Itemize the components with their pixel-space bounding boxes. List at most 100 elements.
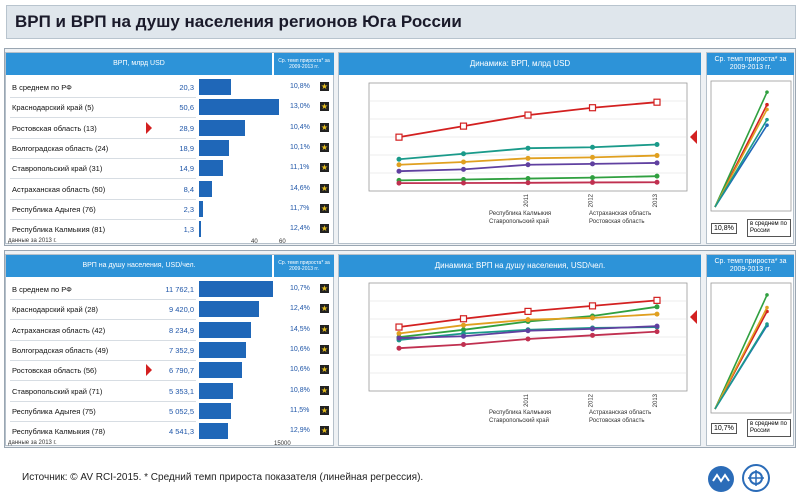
top-rate-rate-point [765,107,769,112]
bottom-dyn-point [461,322,466,328]
top-row-label: Республика Калмыкия (81) [12,225,106,235]
bottom-row-separator [10,400,196,402]
bottom-row-growth: 11,5% [290,406,310,414]
top-dyn-point [525,180,531,186]
bottom-star-icon: ★ [320,284,329,293]
bottom-row-value: 7 352,9 [168,345,194,355]
bottom-dyn-point [395,323,403,331]
top-footnote: данные за 2013 г. [8,238,57,244]
bottom-rate-rate-line [714,323,768,410]
top-dyn-point [654,173,660,179]
bottom-dyn-point [654,304,660,310]
top-row-separator [10,117,196,119]
bottom-star-icon: ★ [320,304,329,314]
bottom-rate-caption: в среднем по России [747,419,791,437]
bottom-row-label: Ставропольский край (71) [12,386,103,396]
bottom-dyn-point [396,335,402,341]
bottom-row-growth: 10,8% [290,386,310,394]
bottom-table-panel: ВРП на душу населения, USD/чел. Ср. темп… [5,254,334,447]
bottom-row-separator [10,420,196,422]
ava-logo-icon [708,466,734,492]
top-bar [199,99,280,116]
top-row-separator [10,97,196,98]
top-dyn-point [459,122,468,130]
top-row-separator [10,218,196,220]
top-dyn-point [590,144,595,150]
bottom-rate-rate-point [765,322,769,326]
bottom-dyn-point [525,328,531,334]
top-dynamics-panel: Динамика: ВРП, млрд USD 2011 2012 2013 Рес… [338,52,701,244]
top-bar [199,79,232,95]
top-dyn-point [524,111,532,119]
bottom-row-separator [10,339,196,341]
bottom-dyn-point [590,326,595,332]
top-row-growth: 10,4% [290,123,310,131]
bottom-row-growth: 12,4% [290,305,310,313]
bottom-row-separator [10,380,196,382]
bottom-row-growth: 14,5% [290,325,310,333]
top-row-growth: 13,0% [290,103,310,111]
bottom-dynamics-header: Динамика: ВРП на душу населения, USD/чел… [339,255,701,277]
top-bar [199,200,203,217]
bottom-row-growth: 12,9% [290,427,310,435]
bottom-row-growth: 10,7% [290,285,310,292]
top-dyn-point [590,179,595,185]
bottom-footnote: данные за 2013 г. [8,440,57,446]
top-dyn-point [461,159,466,165]
bottom-row-value: 8 234,9 [168,325,194,335]
top-dyn-point [461,180,466,186]
bottom-bar [199,423,228,440]
top-dyn-point [396,162,402,168]
bottom-row-label: Республика Адыгея (75) [12,406,96,416]
bottom-row-growth: 10,6% [290,366,310,374]
top-highlight-marker-icon [146,121,152,134]
top-dynamics-header: Динамика: ВРП, млрд USD [339,53,701,75]
top-dyn-point [590,175,595,181]
bottom-dyn-x-tick-label: 2012 [589,393,595,407]
top-dyn-point [461,166,466,172]
bottom-dyn-point [654,323,660,329]
top-rate-caption: в среднем по России [747,219,791,237]
top-star-icon: ★ [320,224,329,234]
top-row-value: 18,9 [179,143,194,153]
top-rate-label: 10,8% [711,223,737,234]
bottom-rate-label: 10,7% [711,423,737,434]
top-rate-panel: Ср. темп прироста* за 2009-2013 гг. 10,8… [706,52,794,244]
page-title: ВРП и ВРП на душу населения регионов Юга… [6,5,796,39]
bottom-dyn-x-tick-label: 2011 [524,393,530,407]
top-bar [199,139,229,156]
bottom-row-value: 4 541,3 [168,427,194,437]
bottom-row-separator [10,319,196,321]
top-rate-rate-line [714,119,768,208]
bottom-legend-2: Ставропольский край [489,418,549,424]
top-dyn-point [588,104,597,112]
bottom-rate-rate-point [765,305,769,310]
top-dyn-point [525,176,531,182]
top-dyn-point [396,156,402,162]
bottom-row-value: 11 762,1 [165,285,194,294]
bottom-growth-header: Ср. темп прироста* за 2009-2013 гг. [274,255,334,277]
bottom-rate-rate-line [714,307,768,410]
top-dyn-point [395,133,403,141]
top-bar [199,180,213,197]
top-row-value: 14,9 [179,164,194,174]
bottom-dyn-point [396,345,402,351]
top-dyn-point [654,142,660,148]
bottom-dyn-x-tick-label: 2013 [653,393,659,407]
bottom-dyn-point [525,336,531,342]
bottom-dyn-point [590,315,595,321]
top-row-value: 8,4 [183,184,194,194]
bottom-dyn-point [654,329,660,335]
top-bar [199,221,202,238]
top-row-growth: 14,6% [290,184,310,192]
bottom-bar [199,281,274,297]
top-bar [199,119,245,136]
top-legend-4: Ростовская область [589,219,645,225]
bottom-dyn-point [461,333,466,339]
top-star-icon: ★ [320,142,329,152]
top-dyn-point [396,180,402,186]
bottom-row-label: Республика Калмыкия (78) [12,427,106,437]
top-dyn-point [461,176,466,182]
top-star-icon: ★ [320,122,329,132]
top-dyn-point [654,179,660,185]
